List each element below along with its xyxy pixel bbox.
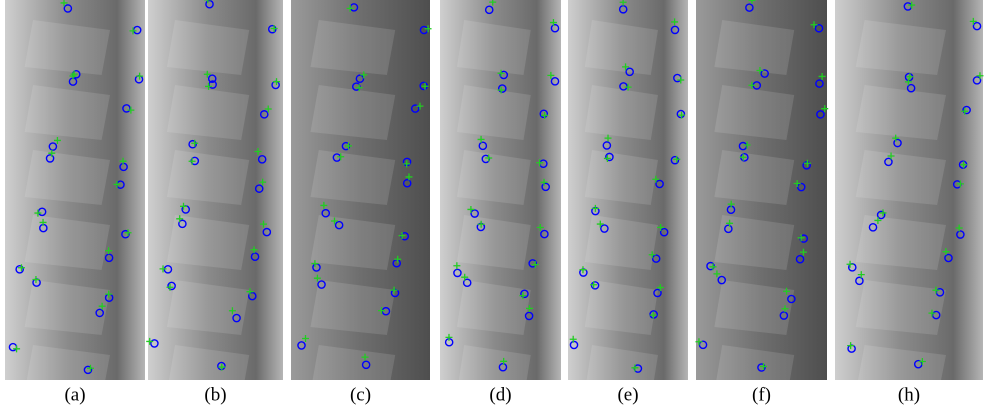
panel-label: (f) <box>752 384 771 405</box>
page: (a)(b)(c)(d)(e)(f)(h) (() => { const dat… <box>0 0 986 410</box>
panel-label: (h) <box>898 384 920 405</box>
panel-label: (b) <box>204 384 226 405</box>
panel-label: (a) <box>64 384 85 405</box>
figure: (a) (b) (c) (d) (e) (f) (h) <box>0 0 986 410</box>
panel-label: (c) <box>350 384 371 405</box>
panel-label: (e) <box>617 384 638 405</box>
panel-label: (d) <box>489 384 511 405</box>
